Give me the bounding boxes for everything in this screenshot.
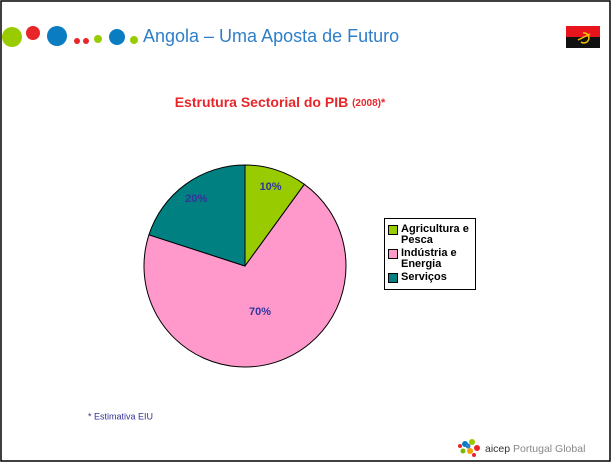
legend-swatch	[388, 249, 398, 259]
logo-name: aicep	[485, 443, 510, 455]
chart-title-mark: *	[381, 97, 386, 109]
pie-slice	[148, 164, 246, 267]
legend-item: Serviços	[387, 272, 473, 283]
chart-title: Estrutura Sectorial do PIB (2008)*	[175, 94, 386, 110]
data-label: 70%	[249, 306, 271, 318]
legend-label: Agricultura e Pesca	[401, 223, 469, 246]
chart-title-year: (2008)	[352, 98, 381, 109]
header-dots	[2, 26, 138, 47]
pie: 10% 70% 20%	[143, 164, 347, 368]
legend-swatch	[388, 273, 398, 283]
legend-label: Serviços	[401, 271, 447, 283]
header-title: Angola – Uma Aposta de Futuro	[143, 26, 399, 46]
footnote: * Estimativa EIU	[88, 411, 153, 421]
flag	[566, 26, 600, 48]
data-label: 10%	[260, 181, 282, 193]
legend-label: Indústria e Energia	[401, 247, 457, 270]
legend-item: Agricultura e Pesca	[387, 224, 473, 246]
logo-icon	[458, 439, 480, 457]
legend: Agricultura e Pesca Indústria e Energia Se…	[384, 218, 476, 290]
legend-item: Indústria e Energia	[387, 248, 473, 270]
pie-slice	[143, 183, 347, 368]
legend-swatch	[388, 225, 398, 235]
chart-title-main: Estrutura Sectorial do PIB	[175, 94, 348, 110]
data-label: 20%	[185, 193, 207, 205]
logo: aicep Portugal Global	[485, 443, 585, 455]
logo-tagline: Portugal Global	[513, 443, 585, 455]
